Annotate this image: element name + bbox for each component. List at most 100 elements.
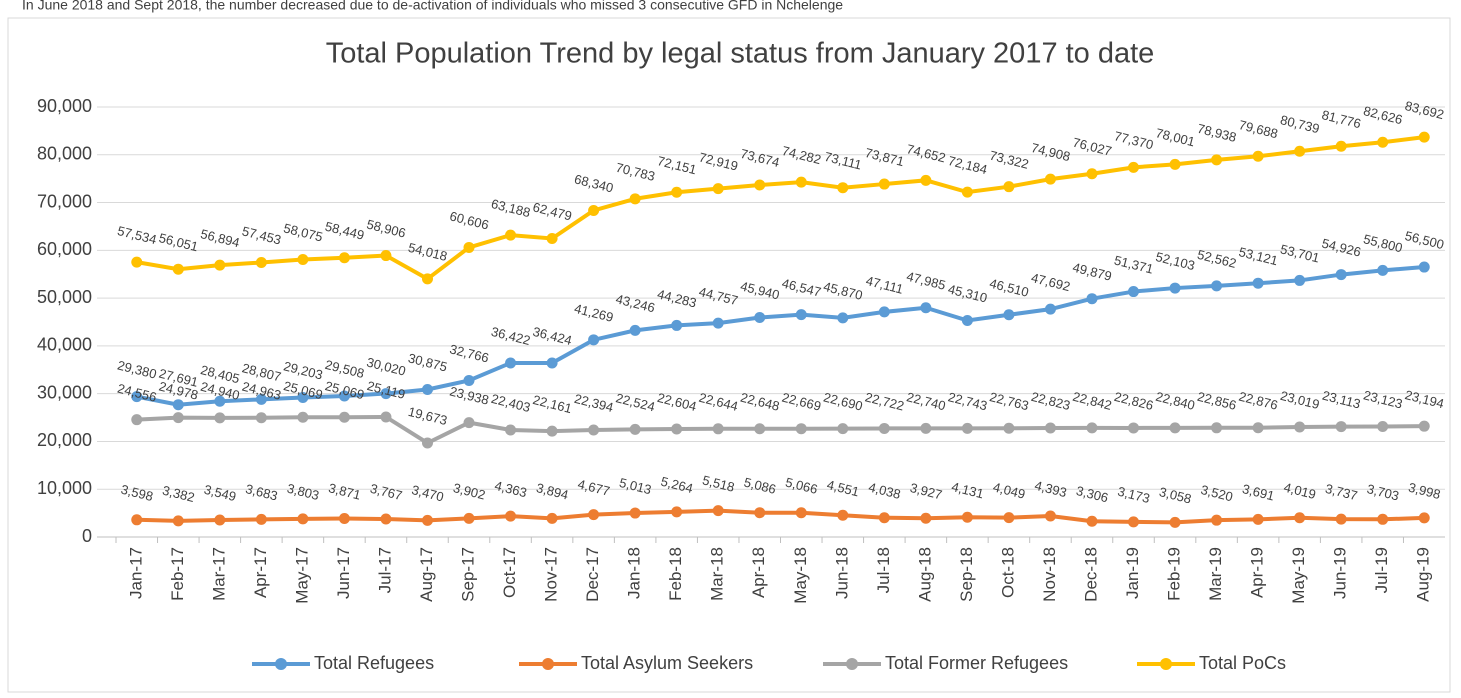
x-tick-label: Jan-17 [126,547,145,599]
y-tick-label: 50,000 [37,287,92,307]
data-point [712,423,724,435]
data-point [1335,140,1347,152]
data-point [671,319,683,331]
data-point [837,312,849,324]
data-point [1252,513,1264,525]
data-point [754,423,766,435]
x-tick-label: Feb-18 [666,547,685,601]
series-line [136,265,1425,407]
data-point [671,506,683,518]
legend-marker [846,658,858,670]
x-tick-label: Mar-17 [209,547,228,601]
legend-marker [275,658,287,670]
data-point [1418,131,1430,143]
x-tick-label: May-19 [1289,547,1308,604]
data-point [463,417,475,429]
data-point [297,391,309,403]
data-point [920,512,932,524]
data-point [463,512,475,524]
data-point [795,507,807,519]
data-point [920,302,932,314]
data-point [1128,422,1140,434]
data-point [338,411,350,423]
data-point [1335,269,1347,281]
data-point [297,254,309,266]
data-point [214,395,226,407]
x-tick-label: Aug-18 [915,547,934,602]
y-tick-label: 60,000 [37,239,92,259]
x-tick-label: Nov-18 [1040,547,1059,602]
data-point [1335,513,1347,525]
data-point [1128,161,1140,173]
annotation: In June 2018 and Sept 2018, the number d… [22,0,843,13]
data-point [380,411,392,423]
x-tick-label: Sep-18 [957,547,976,602]
y-tick-label: 80,000 [37,144,92,164]
series-line [136,508,1425,525]
data-point [546,357,558,369]
data-point [878,306,890,318]
x-tick-label: Jun-17 [334,547,353,599]
data-point [629,423,641,435]
data-point [671,423,683,435]
data-point [1044,510,1056,522]
data-point [338,252,350,264]
series-line [136,135,1425,282]
x-tick-label: Apr-18 [749,547,768,598]
y-tick-label: 70,000 [37,191,92,211]
data-point [1044,173,1056,185]
series-line [136,414,1425,446]
data-point [131,391,143,403]
data-point [795,423,807,435]
legend-marker [1160,658,1172,670]
data-point [1086,293,1098,305]
data-point [1294,145,1306,157]
data-point [255,393,267,405]
x-tick-label: Dec-18 [1081,547,1100,602]
x-tick-label: Aug-17 [417,547,436,602]
data-point [1377,136,1389,148]
data-point [1044,303,1056,315]
y-tick-label: 30,000 [37,382,92,402]
x-tick-label: May-18 [791,547,810,604]
data-point [505,510,517,522]
x-tick-label: Feb-19 [1165,547,1184,601]
data-point [1003,422,1015,434]
data-point [712,183,724,195]
data-point [1211,422,1223,434]
data-point [712,505,724,517]
x-tick-label: May-17 [292,547,311,604]
data-point [131,256,143,268]
data-point [837,509,849,521]
legend-marker [542,658,554,670]
data-point [1086,515,1098,527]
x-tick-label: Nov-17 [542,547,561,602]
x-tick-label: Aug-19 [1414,547,1433,602]
data-point [505,424,517,436]
data-point [961,422,973,434]
data-point [878,422,890,434]
data-point [837,423,849,435]
data-point [380,250,392,262]
data-point [255,513,267,525]
data-point [172,399,184,411]
data-point [920,174,932,186]
x-tick-label: Jan-18 [625,547,644,599]
x-tick-label: Mar-19 [1206,547,1225,601]
data-point [629,324,641,336]
data-point [1003,512,1015,524]
data-point [920,422,932,434]
data-point [297,513,309,525]
data-point [297,411,309,423]
data-point [421,514,433,526]
data-point [255,412,267,424]
data-point [1294,274,1306,286]
legend-label: Total PoCs [1199,653,1286,673]
data-point [1086,168,1098,180]
data-point [961,186,973,198]
x-tick-label: Jul-19 [1372,547,1391,593]
x-tick-label: Sep-17 [459,547,478,602]
data-point [1335,421,1347,433]
data-point [214,259,226,271]
